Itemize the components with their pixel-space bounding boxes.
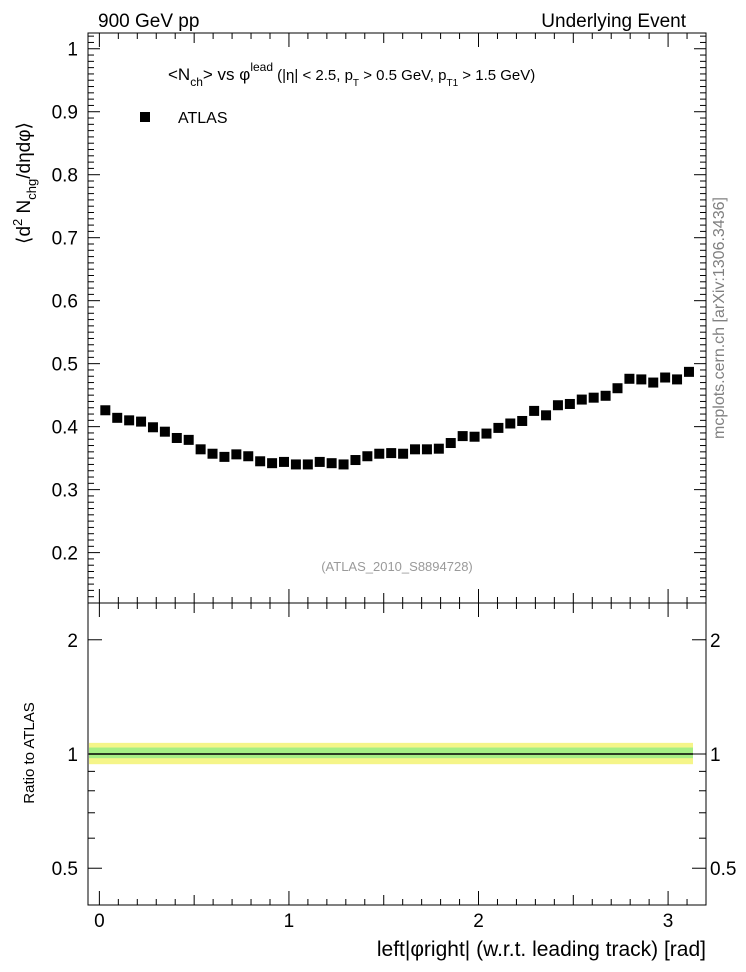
- data-point: [564, 398, 575, 409]
- ratio-tick-label-left: 2: [67, 631, 78, 652]
- ratio-panel-ticks: [88, 603, 706, 906]
- data-point: [398, 448, 409, 459]
- data-point: [505, 418, 516, 429]
- x-tick-label: 2: [473, 911, 484, 932]
- data-point: [350, 455, 361, 466]
- data-point: [493, 422, 504, 433]
- legend-label-atlas: ATLAS: [178, 110, 228, 127]
- y-tick-label: 0.5: [52, 355, 78, 376]
- y-tick-label: 0.6: [52, 292, 78, 313]
- data-point: [541, 410, 552, 421]
- data-point: [326, 458, 337, 469]
- data-point: [445, 438, 456, 449]
- data-point: [374, 448, 385, 459]
- data-point: [362, 451, 373, 462]
- data-point: [314, 456, 325, 467]
- data-series-atlas: [100, 366, 694, 470]
- y-tick-label: 0.9: [52, 103, 78, 124]
- data-point: [683, 366, 694, 377]
- data-point: [469, 431, 480, 442]
- ratio-tick-label-right: 0.5: [710, 859, 736, 880]
- x-tick-label: 0: [94, 911, 105, 932]
- ratio-tick-label-right: 2: [710, 631, 721, 652]
- ratio-stat-uncertainty-band: [89, 747, 693, 759]
- data-point: [552, 400, 563, 411]
- data-point: [338, 459, 349, 470]
- data-point: [124, 415, 135, 426]
- header-left-label: 900 GeV pp: [98, 11, 199, 32]
- ratio-tick-label-left: 0.5: [52, 859, 78, 880]
- ratio-tick-label-right: 1: [710, 745, 721, 766]
- data-point: [302, 459, 313, 470]
- header-right-label: Underlying Event: [541, 11, 686, 32]
- x-tick-label: 3: [663, 911, 674, 932]
- data-point: [255, 456, 266, 467]
- data-point: [660, 372, 671, 383]
- data-point: [672, 374, 683, 385]
- x-axis-title: left|φright| (w.r.t. leading track) [rad…: [377, 938, 706, 961]
- data-point: [136, 416, 147, 427]
- data-point: [219, 451, 230, 462]
- data-point: [112, 412, 123, 423]
- y-tick-label: 0.8: [52, 166, 78, 187]
- ratio-y-tick-labels: 0.5 1 2 0.5 1 2: [52, 631, 737, 880]
- data-point: [624, 373, 635, 384]
- data-point: [457, 431, 468, 442]
- x-tick-labels: 0 1 2 3: [94, 911, 673, 932]
- data-point: [612, 383, 623, 394]
- data-point: [529, 405, 540, 416]
- data-point: [278, 456, 289, 467]
- main-panel-ticks: [88, 33, 706, 603]
- side-source-label: mcplots.cern.ch [arXiv:1306.3436]: [711, 197, 728, 439]
- analysis-watermark: (ATLAS_2010_S8894728): [321, 559, 473, 574]
- data-point: [183, 434, 194, 445]
- data-point: [433, 443, 444, 454]
- data-point: [267, 458, 278, 469]
- y-tick-label: 1: [67, 40, 78, 61]
- data-point: [517, 415, 528, 426]
- data-point: [600, 390, 611, 401]
- y-tick-label: 0.3: [52, 481, 78, 502]
- data-point: [147, 422, 158, 433]
- legend-marker: [140, 112, 150, 122]
- main-y-axis-title: ⟨d2 Nchg/dηdφ⟩: [10, 122, 39, 244]
- y-tick-label: 0.4: [52, 418, 79, 439]
- data-point: [290, 459, 301, 470]
- data-point: [421, 444, 432, 455]
- data-point: [159, 426, 170, 437]
- y-tick-label: 0.7: [52, 229, 78, 250]
- y-tick-label: 0.2: [52, 544, 78, 565]
- data-point: [410, 444, 421, 455]
- data-point: [636, 374, 647, 385]
- main-y-tick-labels: 0.2 0.3 0.4 0.5 0.6 0.7 0.8 0.9 1: [52, 40, 79, 565]
- data-point: [231, 449, 242, 460]
- x-tick-label: 1: [284, 911, 295, 932]
- data-point: [171, 432, 182, 443]
- data-point: [576, 394, 587, 405]
- plot-title: <Nch> vs φlead (|η| < 2.5, pT > 0.5 GeV,…: [168, 60, 535, 89]
- data-point: [648, 377, 659, 388]
- data-point: [100, 405, 111, 416]
- data-point: [481, 428, 492, 439]
- data-point: [386, 448, 397, 459]
- data-point: [243, 451, 254, 462]
- data-point: [207, 448, 218, 459]
- ratio-y-axis-title: Ratio to ATLAS: [21, 702, 38, 803]
- data-point: [195, 444, 206, 455]
- data-point: [588, 392, 599, 403]
- ratio-tick-label-left: 1: [67, 745, 78, 766]
